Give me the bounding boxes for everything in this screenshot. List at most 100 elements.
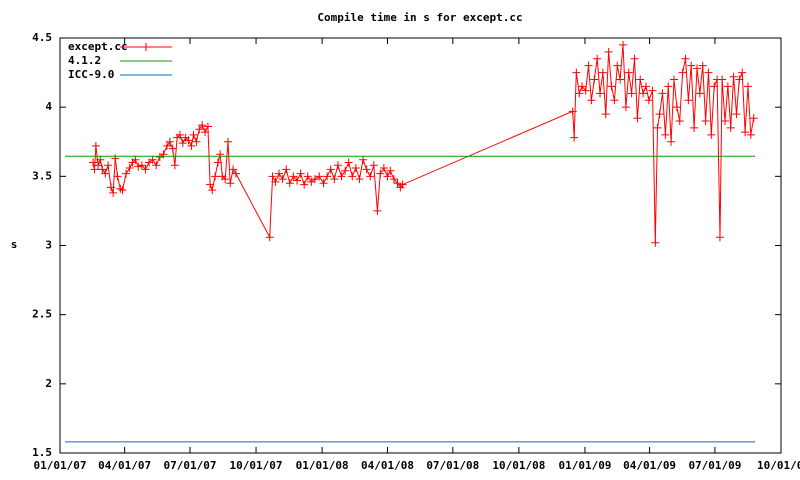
x-tick-label: 04/01/08: [361, 459, 414, 472]
point-marker: [653, 123, 662, 132]
point-marker: [593, 54, 602, 63]
point-marker: [723, 82, 732, 91]
point-marker: [152, 161, 161, 170]
point-marker: [681, 54, 690, 63]
y-tick-label: 2.5: [32, 308, 52, 321]
point-marker: [581, 86, 590, 95]
point-marker: [735, 75, 744, 84]
y-tick-label: 3.5: [32, 169, 52, 182]
x-tick-label: 01/01/07: [34, 459, 87, 472]
x-tick-label: 01/01/09: [558, 459, 611, 472]
point-marker: [184, 136, 193, 145]
point-marker: [366, 172, 375, 181]
point-marker: [231, 169, 240, 178]
point-marker: [749, 114, 758, 123]
point-marker: [344, 158, 353, 167]
point-marker: [619, 40, 628, 49]
point-marker: [355, 175, 364, 184]
point-marker: [203, 122, 212, 131]
point-marker: [189, 130, 198, 139]
point-marker: [601, 110, 610, 119]
point-marker: [109, 188, 118, 197]
point-marker: [633, 114, 642, 123]
point-marker: [137, 161, 146, 170]
point-marker: [726, 123, 735, 132]
point-marker: [330, 175, 339, 184]
point-marker: [359, 155, 368, 164]
point-marker: [96, 155, 105, 164]
point-marker: [141, 165, 150, 174]
point-marker: [362, 165, 371, 174]
point-marker: [698, 61, 707, 70]
x-tick-label: 07/01/07: [163, 459, 216, 472]
legend-label: 4.1.2: [68, 54, 101, 67]
point-marker: [584, 61, 593, 70]
point-marker: [715, 233, 724, 242]
point-marker: [213, 158, 222, 167]
point-marker: [664, 82, 673, 91]
chart-title: Compile time in s for except.cc: [317, 11, 522, 24]
point-marker: [187, 141, 196, 150]
point-marker: [101, 169, 110, 178]
x-tick-label: 01/01/08: [296, 459, 349, 472]
legend-marker: [142, 43, 150, 51]
point-marker: [389, 175, 398, 184]
point-marker: [303, 172, 312, 181]
point-marker: [275, 169, 284, 178]
point-marker: [641, 82, 650, 91]
point-marker: [741, 128, 750, 137]
point-marker: [684, 96, 693, 105]
point-marker: [604, 47, 613, 56]
point-marker: [351, 164, 360, 173]
point-marker: [211, 172, 220, 181]
point-marker: [175, 130, 184, 139]
point-marker: [383, 172, 392, 181]
point-marker: [315, 172, 324, 181]
y-tick-label: 2: [45, 377, 52, 390]
point-marker: [578, 82, 587, 91]
point-marker: [590, 75, 599, 84]
point-marker: [89, 158, 98, 167]
point-marker: [672, 103, 681, 112]
point-marker: [710, 82, 719, 91]
point-marker: [651, 238, 660, 247]
point-marker: [636, 75, 645, 84]
point-marker: [379, 164, 388, 173]
point-marker: [292, 176, 301, 185]
point-marker: [690, 123, 699, 132]
point-marker: [91, 141, 100, 150]
point-marker: [675, 117, 684, 125]
x-tick-label: 04/01/09: [623, 459, 676, 472]
point-marker: [226, 179, 235, 188]
point-marker: [678, 68, 687, 77]
point-marker: [572, 68, 581, 77]
point-marker: [296, 169, 305, 178]
point-marker: [163, 141, 172, 150]
point-marker: [300, 180, 309, 189]
point-marker: [201, 128, 210, 137]
point-marker: [178, 139, 187, 148]
point-marker: [695, 89, 704, 98]
x-tick-label: 04/01/07: [98, 459, 151, 472]
point-marker: [701, 117, 710, 125]
point-marker: [661, 130, 670, 139]
point-marker: [90, 165, 99, 174]
point-marker: [639, 89, 648, 98]
point-marker: [111, 154, 120, 163]
y-tick-label: 3: [45, 239, 52, 252]
point-marker: [106, 183, 115, 192]
x-tick-label: 10/01/08: [492, 459, 545, 472]
point-marker: [398, 180, 407, 189]
y-tick-label: 4.5: [32, 31, 52, 44]
point-marker: [208, 186, 217, 195]
point-marker: [596, 89, 605, 98]
point-marker: [221, 175, 230, 184]
point-marker: [621, 103, 630, 112]
point-marker: [118, 186, 127, 195]
x-tick-label: 07/01/08: [426, 459, 479, 472]
point-marker: [667, 137, 676, 146]
point-marker: [568, 107, 577, 116]
point-marker: [282, 165, 291, 174]
point-marker: [113, 172, 122, 181]
point-marker: [369, 161, 378, 170]
